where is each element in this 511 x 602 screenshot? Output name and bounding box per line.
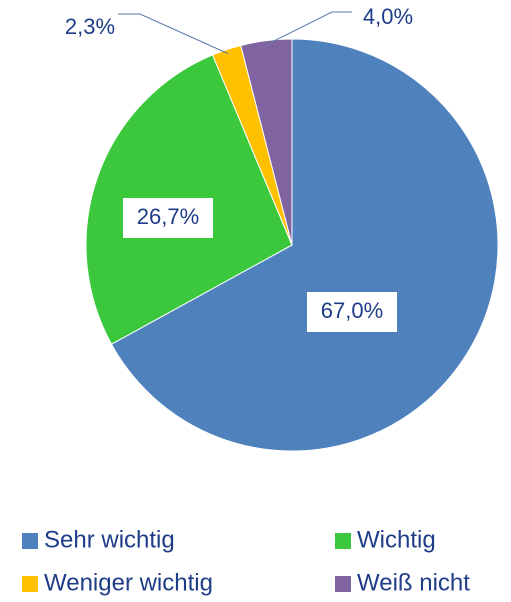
data-label: 4,0%	[363, 4, 413, 29]
label-box	[307, 292, 397, 332]
legend-swatch	[22, 576, 38, 592]
legend-label: Sehr wichtig	[44, 526, 175, 553]
legend-label: Weiß nicht	[357, 569, 470, 596]
data-label: 2,3%	[65, 14, 115, 39]
data-label: 67,0%	[321, 298, 383, 323]
legend-swatch	[335, 533, 351, 549]
data-label: 26,7%	[137, 204, 199, 229]
label-box	[123, 198, 213, 238]
pie-slice	[110, 38, 499, 452]
pie-slice	[240, 38, 293, 246]
leader-line	[266, 11, 352, 46]
legend-swatch	[335, 576, 351, 592]
legend-label: Weniger wichtig	[44, 569, 213, 596]
legend-swatch	[22, 533, 38, 549]
legend-label: Wichtig	[357, 526, 436, 553]
leader-line	[118, 13, 228, 54]
